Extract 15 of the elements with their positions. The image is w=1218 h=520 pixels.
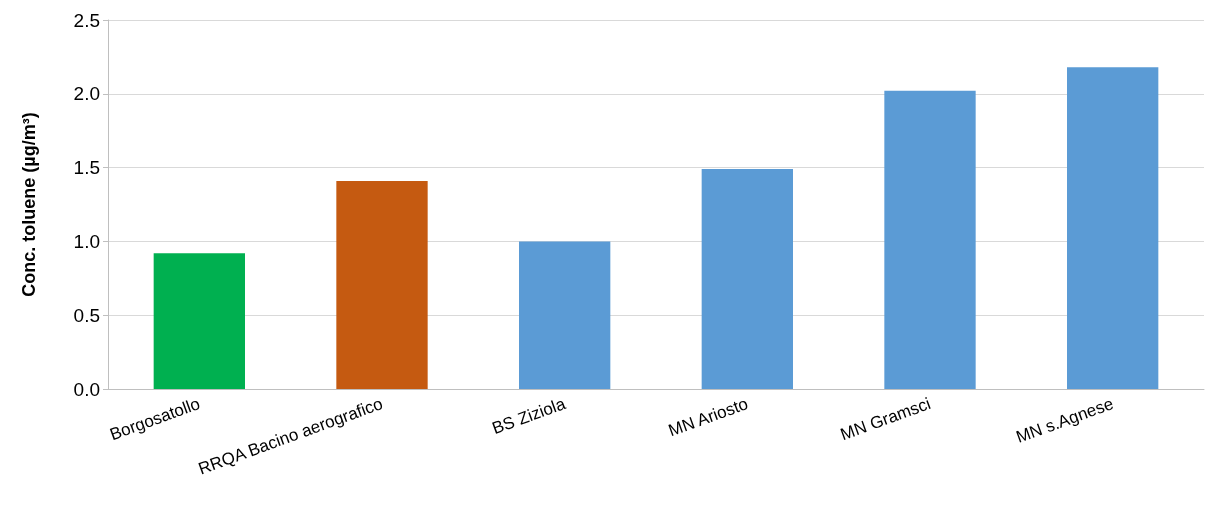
bar: [336, 180, 428, 389]
y-tick-label: 2.0: [73, 83, 100, 105]
y-tick-label: 2.5: [73, 9, 100, 31]
bar: [701, 169, 793, 389]
bar: [153, 253, 245, 389]
y-tick-label: 0.0: [73, 378, 100, 400]
y-axis-title: Conc. toluene (µg/m³): [19, 112, 39, 297]
y-tick-label: 0.5: [73, 304, 100, 326]
y-tick-label: 1.0: [73, 230, 100, 252]
y-tick-label: 1.5: [73, 157, 100, 179]
x-tick-label: BS Ziziola: [489, 393, 569, 439]
bar: [519, 241, 611, 389]
bar: [1067, 67, 1159, 389]
bar: [884, 90, 976, 389]
x-tick-label: MN Ariosto: [665, 394, 751, 441]
